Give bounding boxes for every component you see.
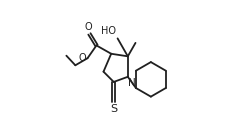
Text: S: S [110, 104, 117, 114]
Text: HO: HO [101, 26, 116, 36]
Text: O: O [85, 22, 92, 32]
Text: O: O [79, 53, 87, 63]
Text: N: N [128, 78, 136, 88]
